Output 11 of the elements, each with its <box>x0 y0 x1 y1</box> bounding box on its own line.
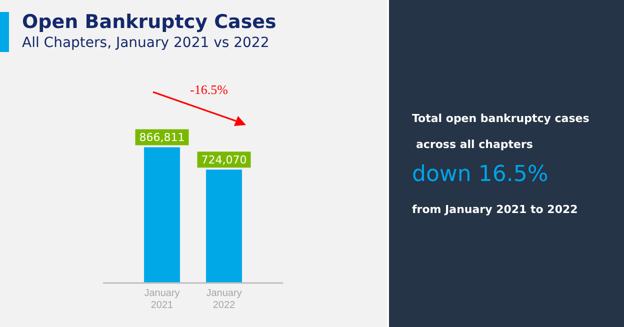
text: from January 2021 to 2022 <box>412 203 578 216</box>
text: across all chapters <box>416 138 533 151</box>
x-tick-label: January 2022 <box>206 288 242 311</box>
chart-title: Open Bankruptcy Cases <box>22 11 276 33</box>
text: -16.5% <box>190 82 228 98</box>
data-label: 724,070 <box>201 153 247 166</box>
data-label: 866,811 <box>139 131 185 144</box>
text: Total open bankruptcy cases <box>412 112 590 125</box>
x-tick-label: January 2021 <box>144 288 180 311</box>
chart-subtitle: All Chapters, January 2021 vs 2022 <box>22 35 270 51</box>
text: down 16.5% <box>412 162 548 187</box>
